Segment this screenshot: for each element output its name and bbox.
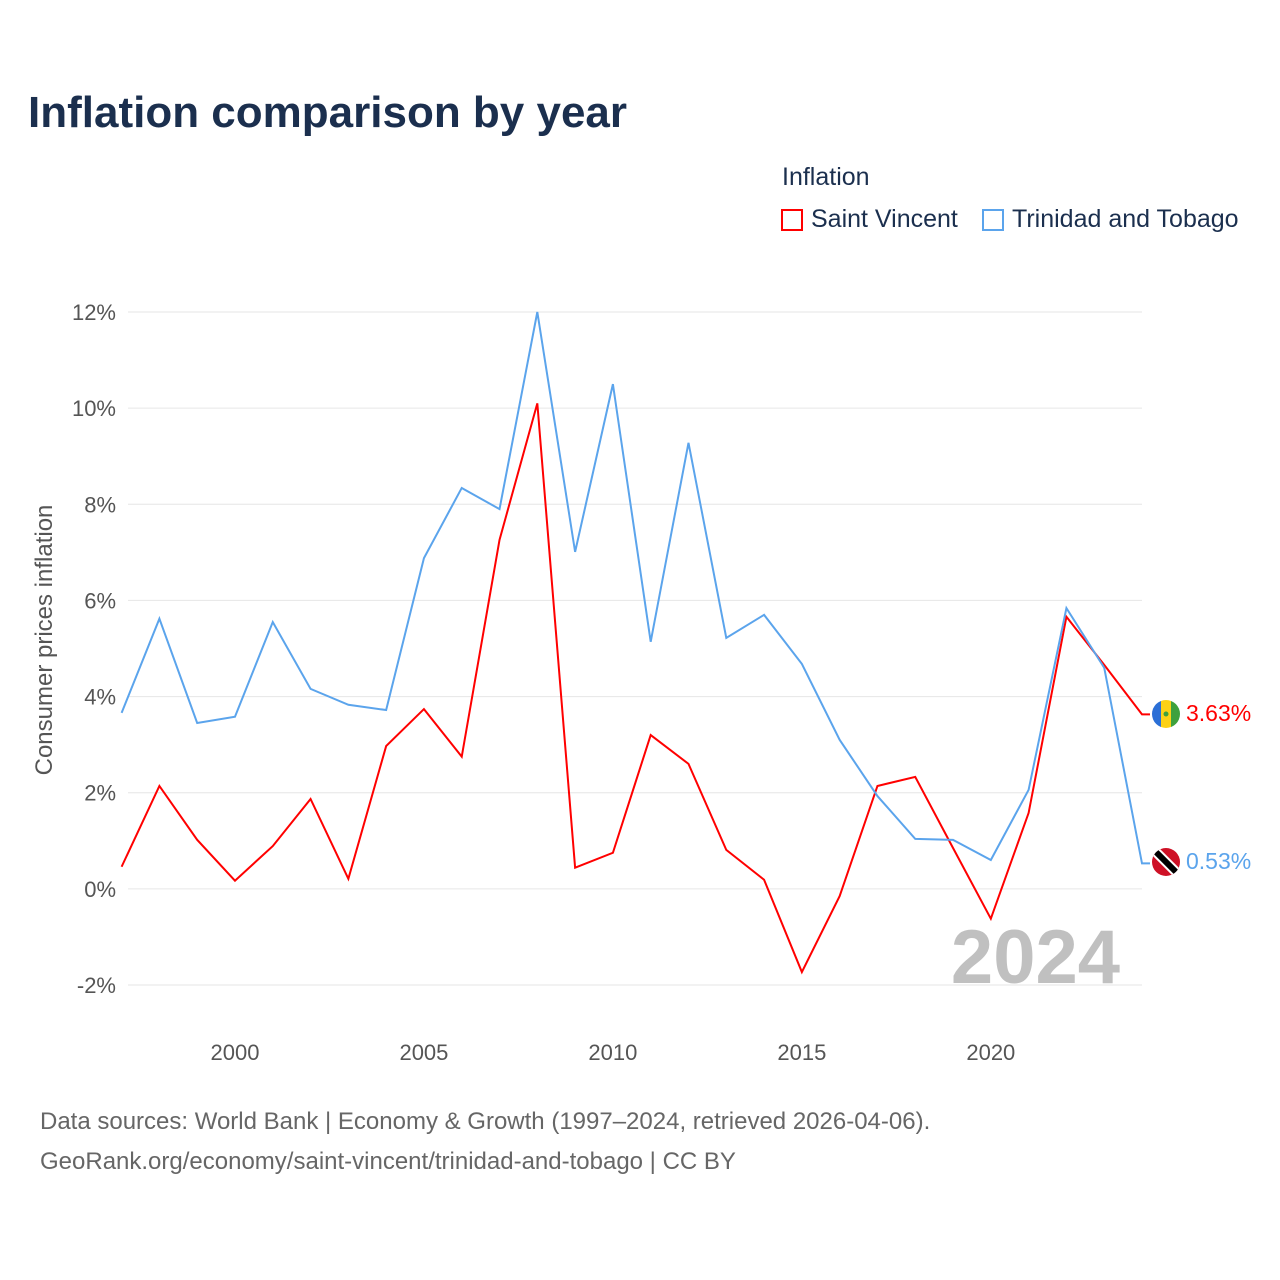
- legend-label: Trinidad and Tobago: [1012, 205, 1239, 233]
- x-tick-label: 2000: [211, 1040, 260, 1065]
- x-tick-label: 2015: [777, 1040, 826, 1065]
- x-tick-label: 2020: [966, 1040, 1015, 1065]
- y-tick-label: 8%: [84, 492, 116, 517]
- y-tick-label: 6%: [84, 588, 116, 613]
- y-tick-label: 4%: [84, 685, 116, 710]
- legend-item-trinidad[interactable]: Trinidad and Tobago: [982, 205, 1239, 234]
- legend-swatch: [781, 208, 803, 231]
- series-line-trinidad: [120, 311, 1150, 865]
- footer-link[interactable]: GeoRank.org/economy/saint-vincent/trinid…: [40, 1148, 736, 1175]
- y-tick-label: 10%: [72, 396, 116, 421]
- saint-vincent-end-label: 3.63%: [1186, 700, 1251, 726]
- trinidad-flag-icon: [1152, 848, 1180, 876]
- y-tick-label: 2%: [84, 781, 116, 806]
- x-tick-label: 2010: [588, 1040, 637, 1065]
- footer-sources: Data sources: World Bank | Economy & Gro…: [40, 1108, 931, 1135]
- x-tick-label: 2005: [399, 1040, 448, 1065]
- year-watermark: 2024: [951, 915, 1120, 1000]
- legend-swatch: [982, 208, 1004, 231]
- trinidad-end-label: 0.53%: [1186, 848, 1251, 874]
- chart-title: Inflation comparison by year: [28, 88, 628, 137]
- saint-vincent-flag-icon: [1152, 700, 1180, 728]
- y-tick-label: 12%: [72, 300, 116, 325]
- legend-label: Saint Vincent: [811, 205, 958, 233]
- y-axis-label: Consumer prices inflation: [31, 505, 58, 776]
- legend-title: Inflation: [782, 163, 870, 191]
- series-line-saint-vincent: [120, 403, 1150, 975]
- y-tick-label: -2%: [77, 973, 116, 998]
- y-tick-label: 0%: [84, 877, 116, 902]
- legend-item-saint-vincent[interactable]: Saint Vincent: [781, 205, 958, 234]
